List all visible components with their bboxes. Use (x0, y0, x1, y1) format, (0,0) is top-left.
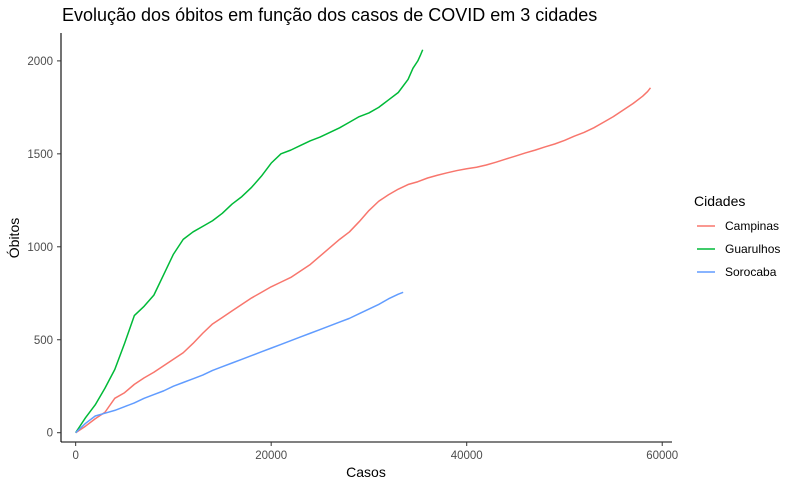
series-line-guarulhos (75, 49, 424, 434)
y-tick-label: 0 (47, 428, 53, 440)
y-axis-ticks: 0 500 1000 1500 2000 (27, 56, 61, 440)
x-tick-label: 20000 (255, 450, 287, 462)
legend: Cidades Campinas Guarulhos Sorocaba (694, 193, 780, 279)
legend-label-guarulhos: Guarulhos (725, 242, 780, 256)
legend-title: Cidades (694, 193, 745, 209)
legend-label-campinas: Campinas (725, 219, 779, 233)
x-tick-label: 60000 (646, 450, 678, 462)
y-tick-label: 2000 (27, 56, 53, 68)
x-tick-label: 40000 (451, 450, 483, 462)
x-axis-ticks: 0 20000 40000 60000 (72, 442, 678, 462)
x-axis-title: Casos (346, 464, 386, 480)
series-line-campinas (75, 87, 652, 434)
y-tick-label: 1000 (27, 242, 53, 254)
y-axis-title: Óbitos (6, 218, 22, 258)
series-line-sorocaba (75, 291, 404, 434)
legend-label-sorocaba: Sorocaba (725, 265, 777, 279)
y-tick-label: 1500 (27, 149, 53, 161)
plot-area (75, 49, 652, 434)
y-tick-label: 500 (34, 335, 53, 347)
chart-title: Evolução dos óbitos em função dos casos … (62, 5, 597, 25)
x-tick-label: 0 (72, 450, 78, 462)
